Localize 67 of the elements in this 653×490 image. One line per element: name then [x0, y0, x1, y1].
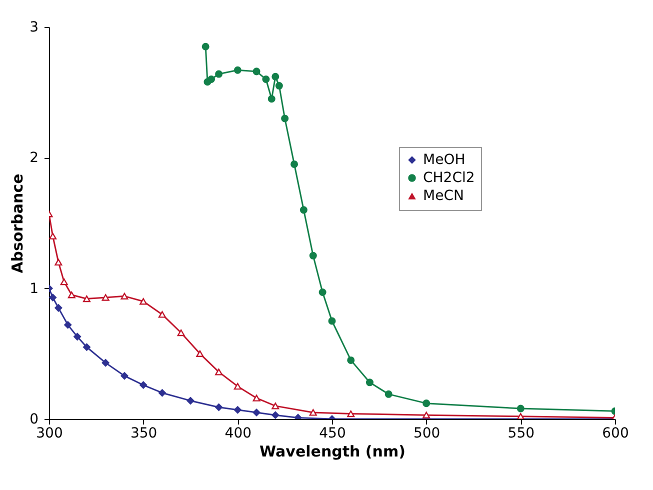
point — [120, 372, 128, 380]
point — [82, 343, 90, 351]
point — [177, 329, 185, 336]
x-tick-label: 450 — [319, 426, 346, 442]
point — [516, 404, 524, 412]
point — [140, 381, 148, 389]
point — [207, 76, 216, 84]
y-tick-label: 2 — [30, 150, 38, 166]
point — [202, 42, 210, 50]
point — [215, 368, 223, 376]
point — [328, 317, 336, 325]
point — [234, 406, 242, 414]
point — [158, 389, 166, 397]
point — [347, 356, 355, 364]
point — [318, 288, 326, 296]
point — [120, 292, 128, 300]
x-tick-label: 300 — [36, 426, 63, 442]
point — [68, 292, 76, 298]
point — [215, 403, 223, 411]
point — [252, 68, 260, 76]
point — [384, 390, 392, 398]
legend-label: MeCN — [423, 188, 464, 204]
point — [347, 410, 355, 418]
point — [234, 66, 242, 74]
point — [102, 359, 110, 367]
point — [272, 72, 280, 80]
y-tick-label: 1 — [30, 280, 38, 297]
point — [300, 206, 308, 214]
legend-label: CH2Cl2 — [423, 170, 475, 186]
point — [215, 70, 223, 78]
point — [252, 408, 260, 416]
point — [422, 412, 430, 418]
point — [54, 258, 62, 266]
point — [74, 332, 82, 340]
point — [54, 304, 62, 312]
point — [49, 294, 57, 302]
legend-label: MeOH — [423, 152, 466, 168]
point — [262, 76, 270, 84]
point — [102, 294, 110, 301]
point — [290, 160, 298, 168]
y-tick-label: 0 — [30, 412, 38, 428]
point — [234, 382, 242, 390]
point — [422, 400, 430, 408]
point — [281, 114, 289, 122]
x-tick-label: 350 — [130, 426, 158, 442]
point — [186, 396, 194, 404]
point — [60, 278, 68, 286]
y-tick-label: 3 — [30, 20, 38, 36]
point — [158, 311, 166, 318]
x-tick-label: 500 — [413, 426, 440, 442]
x-tick-label: 550 — [508, 426, 535, 442]
point — [268, 95, 276, 103]
point — [64, 321, 72, 329]
x-tick-label: 600 — [602, 426, 629, 442]
point — [309, 252, 317, 260]
x-tick-label: 400 — [224, 426, 252, 442]
point — [309, 409, 317, 416]
point — [366, 378, 374, 386]
point — [275, 82, 283, 90]
point — [272, 402, 280, 410]
point — [196, 350, 204, 358]
point — [140, 298, 148, 305]
point — [252, 394, 260, 402]
y-axis-title: Absorbance — [8, 174, 27, 274]
x-axis-title: Wavelength (nm) — [260, 442, 406, 460]
point — [82, 295, 90, 302]
point — [272, 411, 280, 419]
